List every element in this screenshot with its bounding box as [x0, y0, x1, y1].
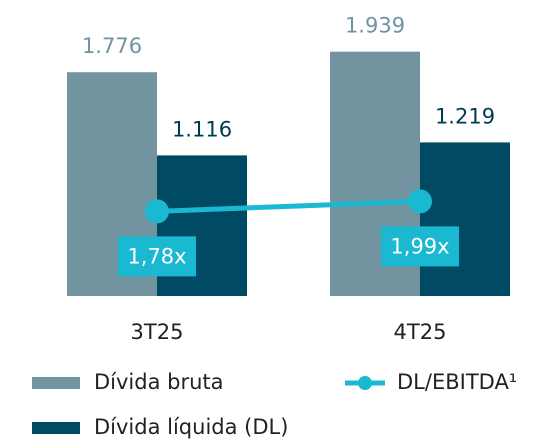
value-label: 1.776 [82, 34, 142, 58]
line [156, 198, 421, 214]
legend-label: DL/EBITDA¹ [397, 370, 517, 394]
legend-label: Dívida bruta [94, 370, 224, 394]
value-label: 1,78x [127, 244, 186, 268]
legend-label: Dívida líquida (DL) [94, 415, 288, 439]
value-label-box [118, 236, 196, 277]
x-tick-label: 4T25 [394, 320, 447, 344]
line-marker [408, 189, 432, 214]
value-label: 1.219 [435, 104, 495, 128]
legend-swatch [32, 377, 80, 389]
line-marker [145, 199, 169, 224]
value-label: 1.116 [172, 117, 232, 141]
bar [420, 142, 510, 296]
value-label: 1,99x [390, 234, 449, 258]
x-tick-label: 3T25 [131, 320, 184, 344]
value-label-box [381, 226, 459, 267]
value-label: 1.939 [345, 14, 405, 38]
legend-marker [358, 376, 372, 390]
legend-swatch [32, 422, 80, 434]
